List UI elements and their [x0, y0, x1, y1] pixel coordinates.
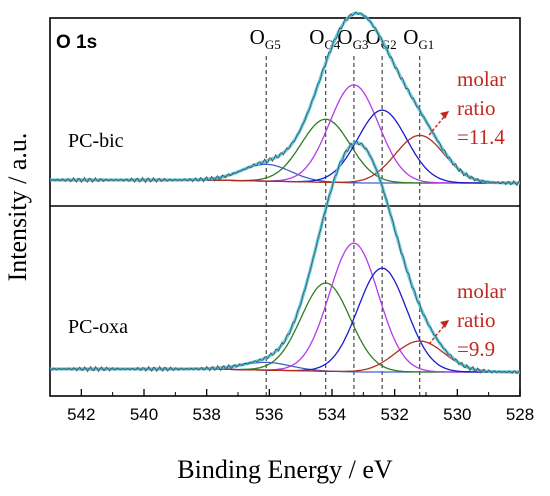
panels: PC-bic molar ratio =11.4 PC-oxa molar ratio =9.…	[49, 11, 521, 375]
x-tick-label: 536	[255, 405, 283, 424]
x-tick-label: 538	[192, 405, 220, 424]
annotation-arrowhead	[440, 111, 450, 119]
panel-1: PC-bic molar ratio =11.4	[49, 11, 521, 187]
x-tick-label: 532	[380, 405, 408, 424]
molar-ratio-text: ratio	[457, 308, 495, 332]
chart-title: O 1s	[56, 32, 97, 53]
x-axis-label: Binding Energy / eV	[177, 455, 393, 484]
raw-spectrum	[49, 140, 521, 375]
x-tick-label: 540	[130, 405, 158, 424]
molar-ratio-text: =11.4	[457, 125, 505, 149]
molar-ratio-text: =9.9	[457, 337, 495, 361]
x-tick-label: 534	[318, 405, 346, 424]
sample-label: PC-oxa	[68, 316, 128, 338]
panel-2: PC-oxa molar ratio =9.9	[49, 140, 521, 375]
annotation-arrowhead	[440, 320, 450, 328]
x-tick-label: 530	[443, 405, 471, 424]
reference-label: OG3	[337, 25, 368, 52]
x-tick-label: 542	[67, 405, 95, 424]
molar-ratio-text: ratio	[457, 96, 495, 120]
reference-label: OG1	[403, 25, 434, 52]
molar-ratio-text: molar	[457, 67, 506, 91]
sample-label: PC-bic	[68, 130, 124, 152]
x-ticks: 542 540 538 536 534 532 530 528	[49, 389, 534, 424]
x-tick-label: 528	[506, 405, 534, 424]
raw-spectrum	[49, 11, 521, 187]
reference-label: OG5	[250, 25, 281, 52]
plot-frame	[49, 17, 521, 397]
y-axis-label: Intensity / a.u.	[3, 133, 32, 282]
molar-ratio-text: molar	[457, 279, 506, 303]
